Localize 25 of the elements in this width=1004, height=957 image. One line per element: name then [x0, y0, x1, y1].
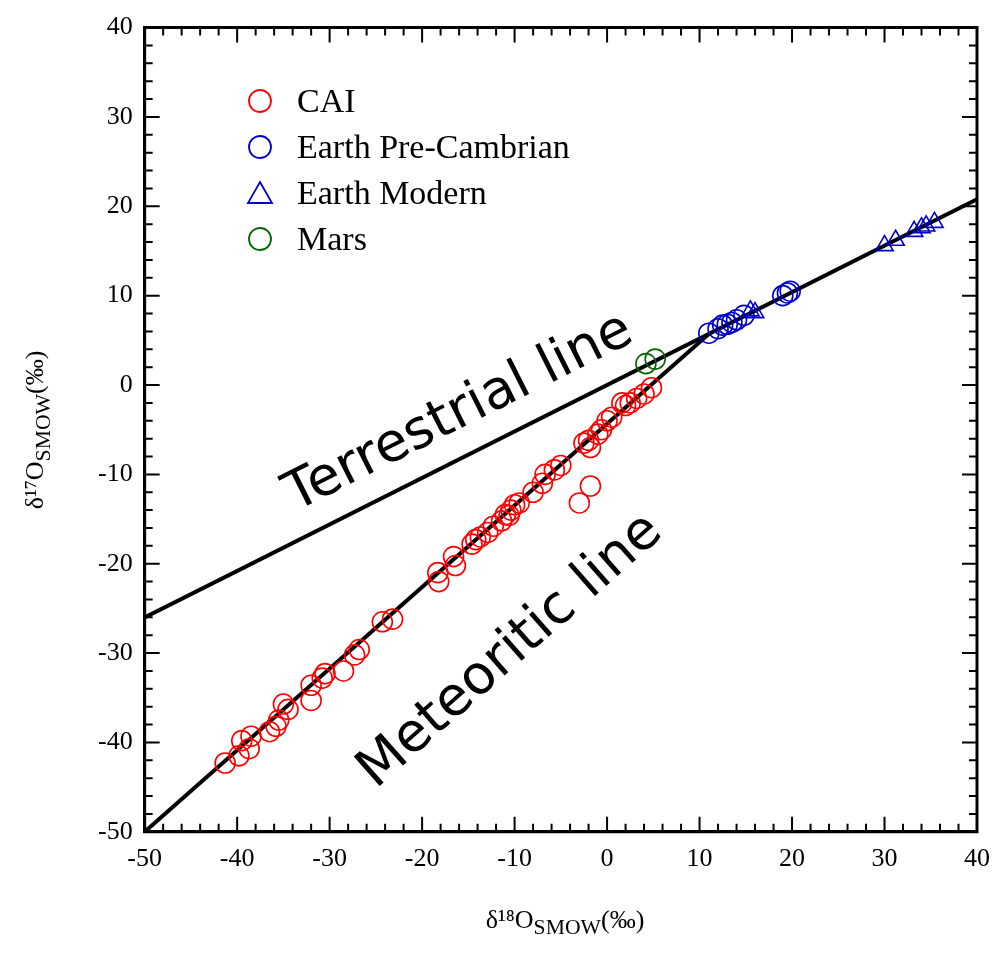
y-tick-label: -10 [97, 458, 133, 488]
y-tick-label: 20 [106, 190, 133, 220]
y-tick-label: -30 [97, 636, 133, 666]
x-tick-label: -20 [404, 843, 440, 873]
x-tick-label: 30 [871, 843, 898, 873]
legend-label: Earth Pre-Cambrian [297, 127, 570, 167]
y-tick-label: -50 [97, 815, 133, 845]
x-tick-label: -40 [219, 843, 255, 873]
x-tick-label: 20 [779, 843, 806, 873]
y-tick-label: 10 [106, 279, 133, 309]
y-tick-label: -40 [97, 726, 133, 756]
y-tick-label: 40 [106, 11, 133, 41]
x-tick-label: -50 [127, 843, 162, 873]
x-axis-title: δ¹⁸O$_{SMOW}$(‰) [485, 905, 645, 941]
x-tick-label: 40 [964, 843, 990, 873]
x-tick-label: 10 [686, 843, 713, 873]
y-tick-label: -20 [97, 547, 133, 577]
y-tick-label: 0 [119, 368, 133, 398]
x-tick-label: -30 [312, 843, 347, 873]
legend-label: CAI [297, 81, 356, 121]
legend-label: Mars [297, 219, 367, 259]
x-tick-label: 0 [600, 843, 614, 873]
legend-label: Earth Modern [297, 173, 487, 213]
y-tick-label: 30 [106, 100, 133, 130]
x-tick-label: -10 [497, 843, 532, 873]
